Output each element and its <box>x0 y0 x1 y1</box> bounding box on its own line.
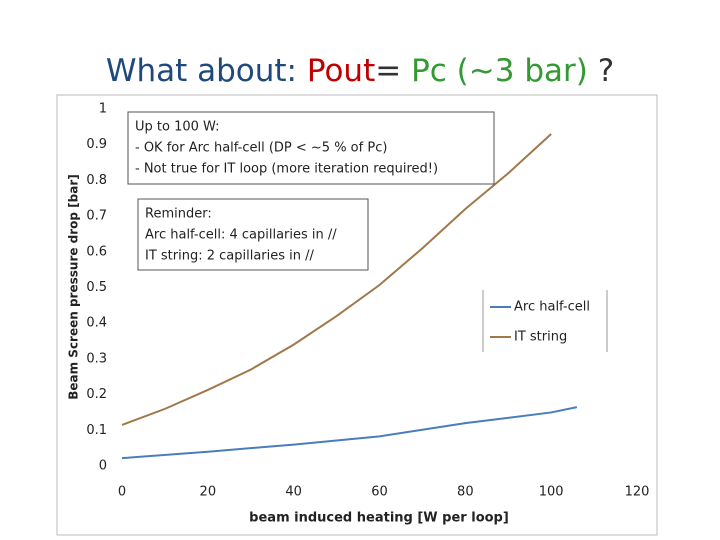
y-tick-label: 0.3 <box>86 351 107 366</box>
series-line <box>121 406 578 460</box>
chart-frame <box>56 94 658 536</box>
annotation-text: Reminder: <box>145 207 212 222</box>
x-tick-label: 60 <box>371 485 388 500</box>
y-axis-label: Beam Screen pressure drop [bar] <box>67 174 81 400</box>
annotation-box <box>127 111 495 185</box>
y-tick-label: 0.9 <box>86 137 107 152</box>
x-tick-label: 0 <box>118 485 126 500</box>
legend-box <box>483 290 607 352</box>
annotation-text: Up to 100 W: <box>135 120 220 135</box>
legend-label: IT string <box>514 330 567 345</box>
y-tick-label: 0 <box>99 459 107 474</box>
annotation-text: - OK for Arc half-cell (DP < ~5 % of Pc) <box>135 141 387 156</box>
legend-label: Arc half-cell <box>514 300 590 315</box>
annotation-text: Arc half-cell: 4 capillaries in // <box>145 228 337 243</box>
y-tick-label: 0.7 <box>86 209 107 224</box>
title-part: ? <box>598 53 614 89</box>
y-tick-label: 0.8 <box>86 173 107 188</box>
y-tick-label: 1 <box>99 102 107 117</box>
title-part: What about: <box>106 53 297 89</box>
x-tick-label: 120 <box>625 485 650 500</box>
annotation-text: IT string: 2 capillaries in // <box>145 249 315 264</box>
x-axis-label: beam induced heating [W per loop] <box>249 511 509 526</box>
y-tick-label: 0.1 <box>86 423 107 438</box>
x-tick-label: 40 <box>285 485 302 500</box>
x-tick-label: 100 <box>539 485 564 500</box>
title-part: = <box>375 53 401 89</box>
annotation-text: - Not true for IT loop (more iteration r… <box>135 162 438 177</box>
y-tick-label: 0.6 <box>86 244 107 259</box>
slide-title: What about: Pout= Pc (~3 bar) ? <box>106 53 614 89</box>
y-tick-label: 0.2 <box>86 387 107 402</box>
annotation-box <box>137 198 369 271</box>
series-line <box>121 133 552 426</box>
x-tick-label: 80 <box>457 485 474 500</box>
y-tick-label: 0.5 <box>86 280 107 295</box>
title-part: Pout <box>307 53 375 89</box>
title-part: Pc (~3 bar) <box>411 53 588 89</box>
y-tick-label: 0.4 <box>86 316 107 331</box>
x-tick-label: 20 <box>200 485 217 500</box>
